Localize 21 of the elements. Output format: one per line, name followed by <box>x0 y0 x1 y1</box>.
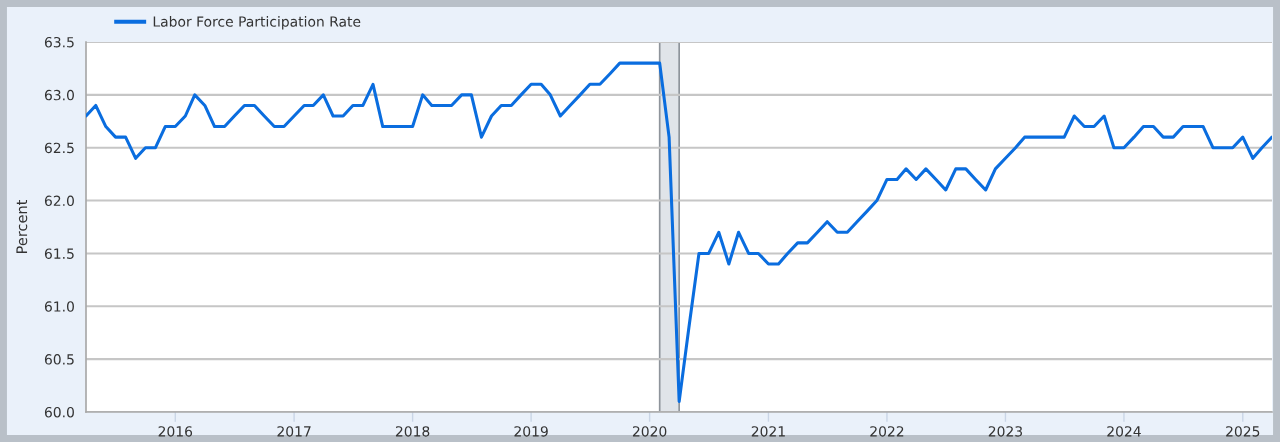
legend-label: Labor Force Participation Rate <box>153 16 361 30</box>
x-tick-label: 2019 <box>514 426 548 437</box>
y-tick-label: 61.5 <box>44 248 74 259</box>
x-tick-label: 2016 <box>158 426 193 437</box>
x-tick-label: 2023 <box>988 426 1023 437</box>
y-tick-label: 63.5 <box>44 36 74 48</box>
x-tick-label: 2020 <box>632 426 667 437</box>
x-tick-label: 2024 <box>1107 426 1141 437</box>
x-tick-label: 2018 <box>395 426 430 437</box>
y-tick-label: 61.0 <box>44 301 74 312</box>
line-series <box>86 61 1272 403</box>
x-tick-label: 2022 <box>870 426 904 437</box>
y-tick-label: 62.5 <box>44 142 74 154</box>
y-tick-label: 60.5 <box>44 354 74 365</box>
x-tick-label: 2025 <box>1226 426 1260 437</box>
x-tick-label: 2021 <box>751 426 785 437</box>
y-axis-title: Percent <box>16 199 28 253</box>
y-tick-label: 62.0 <box>44 195 74 207</box>
x-tick-label: 2017 <box>277 426 311 437</box>
y-tick-label: 63.0 <box>44 89 74 101</box>
y-tick-label: 60.0 <box>44 406 74 418</box>
